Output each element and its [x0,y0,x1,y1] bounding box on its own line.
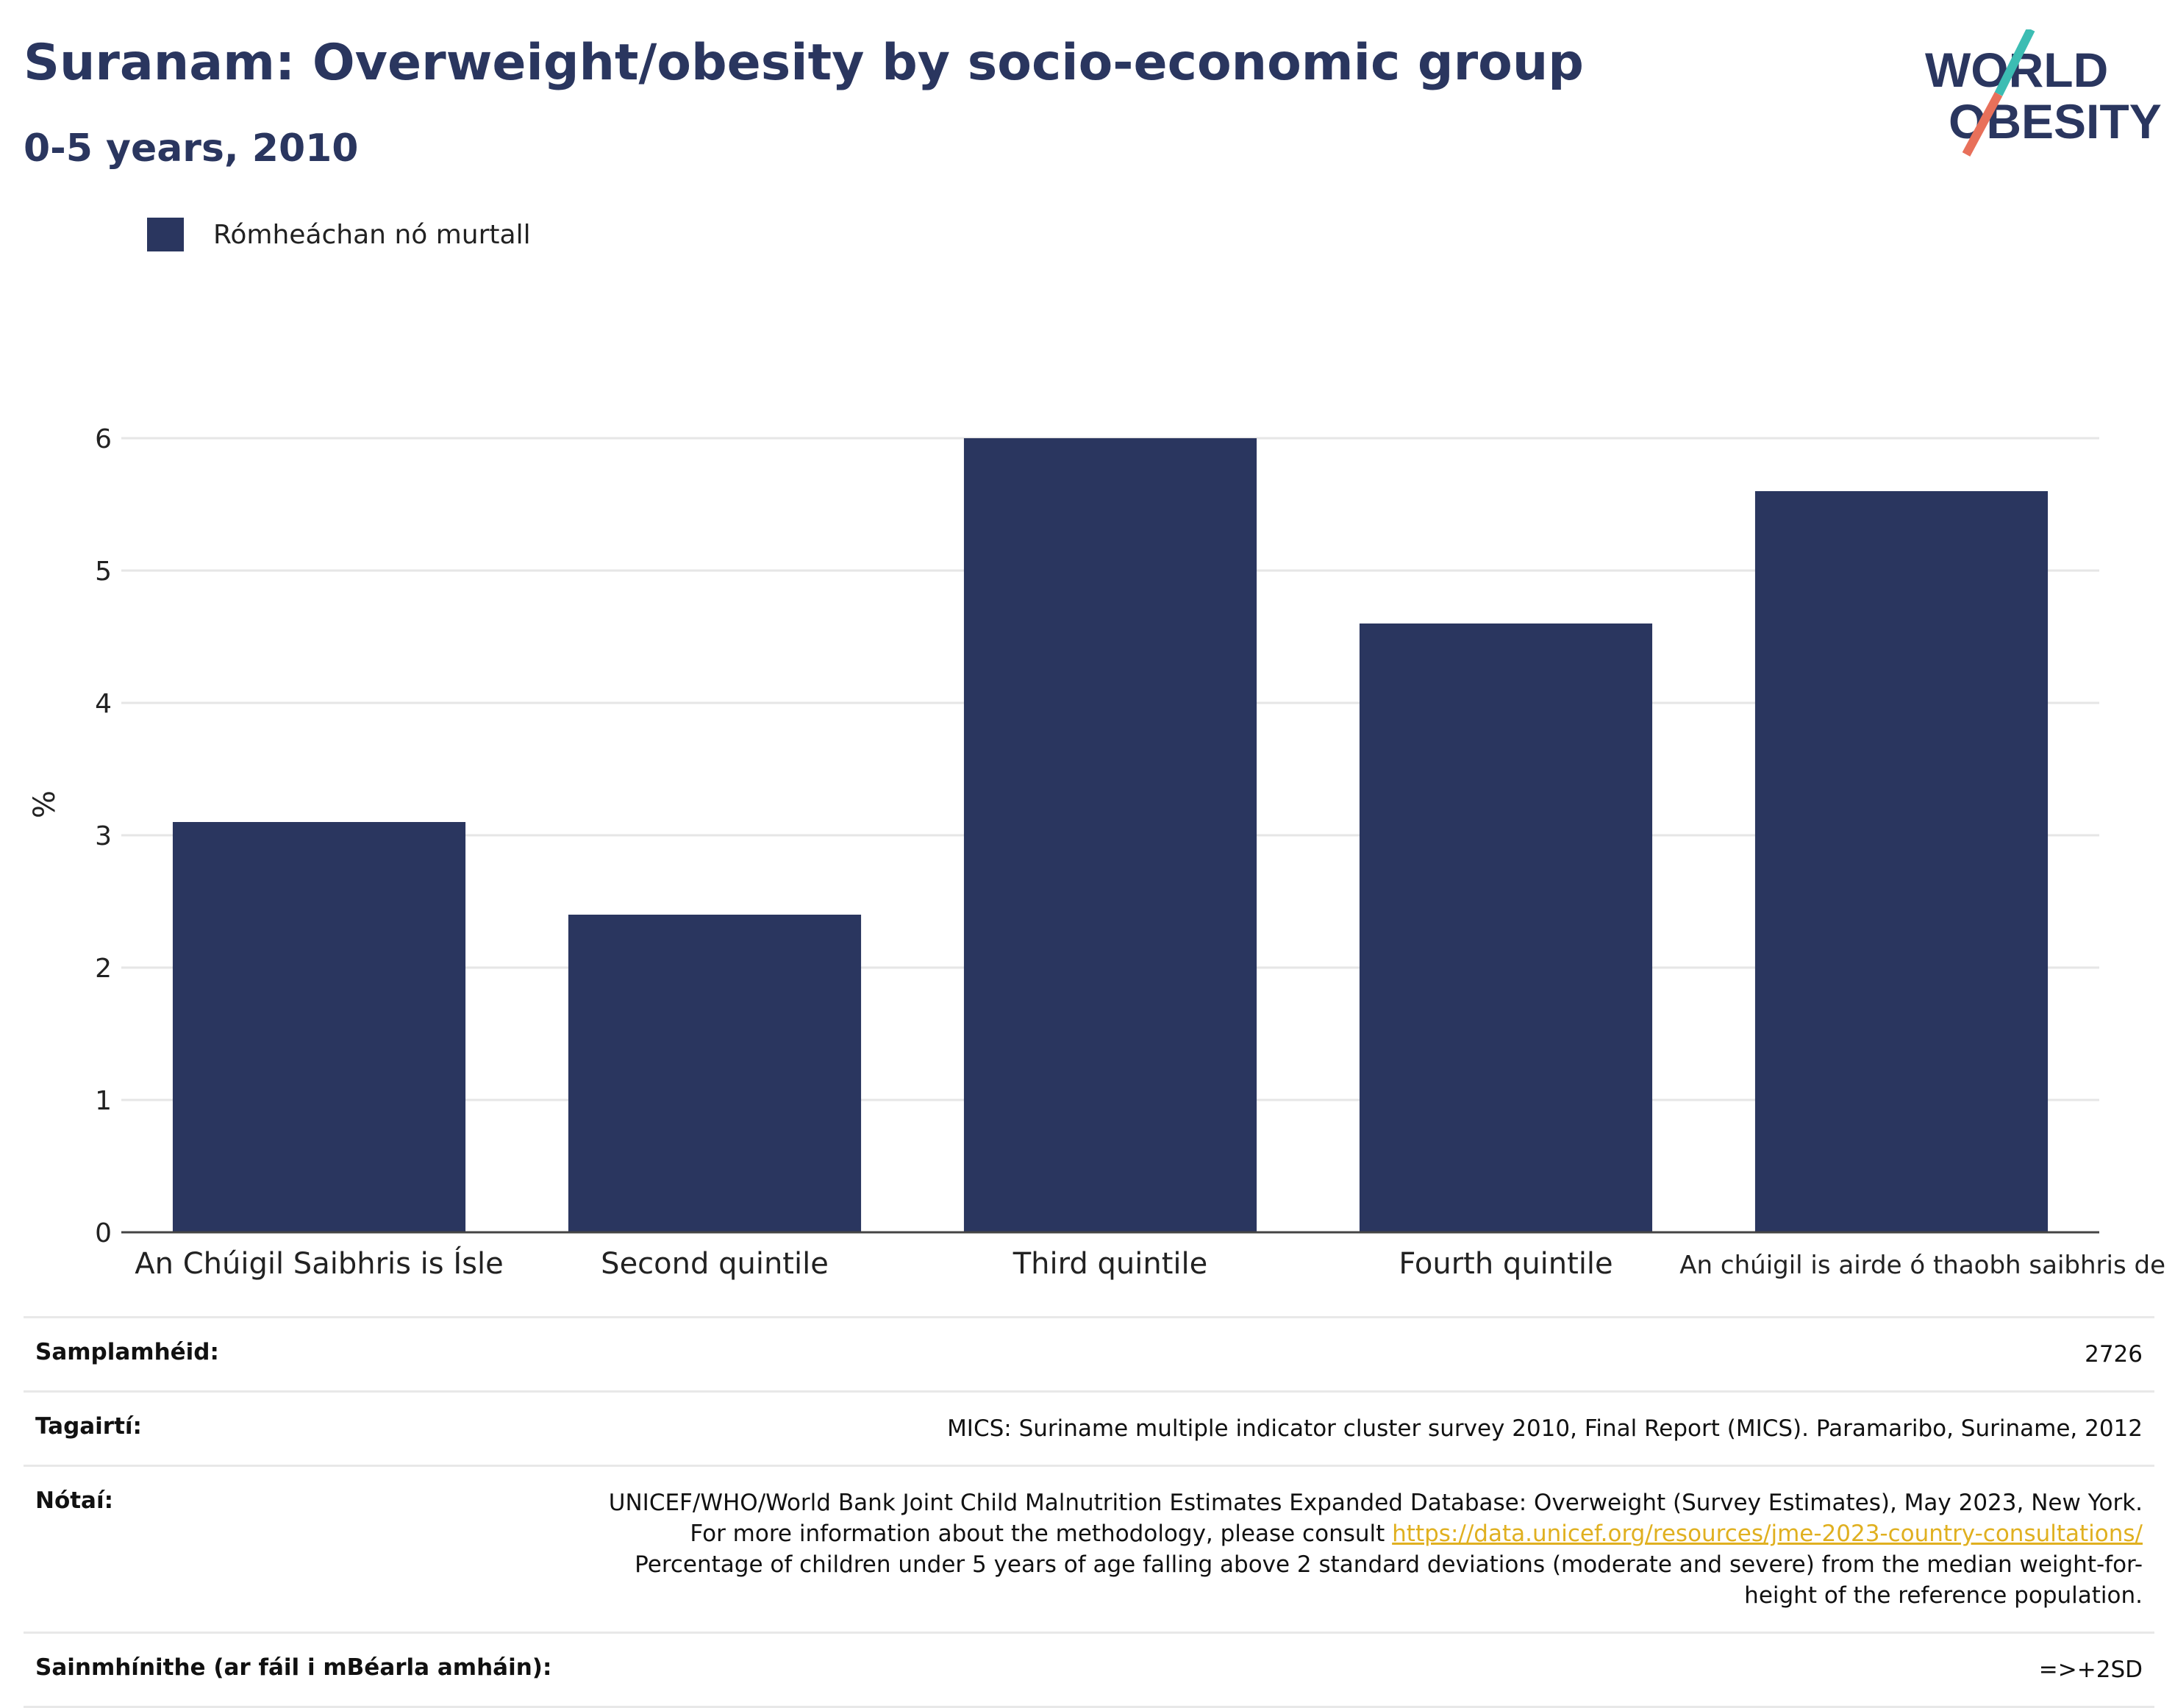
world-obesity-logo: WORLD OBESITY [1925,29,2162,157]
y-tick-label: 2 [95,954,112,984]
bar[interactable] [568,915,862,1232]
x-tick-label: An Chúigil Saibhris is Ísle [135,1246,503,1281]
logo-slash-coral [1962,92,2003,157]
sample-label: Samplamhéid: [35,1339,219,1365]
x-tick-label: An chúigil is airde ó thaobh saibhris de [1679,1251,2165,1280]
chart-legend: Rómheáchan nó murtall [147,218,531,251]
references-label: Tagairtí: [35,1413,142,1440]
y-tick-label: 6 [95,424,112,454]
y-tick-label: 1 [95,1086,112,1116]
notes-text-2: Percentage of children under 5 years of … [635,1551,2143,1609]
logo-slash-teal [1994,29,2035,96]
definitions-row: Sainmhínithe (ar fáil i mBéarla amháin):… [24,1632,2154,1708]
bar[interactable] [1754,491,2049,1232]
references-row: Tagairtí: MICS: Suriname multiple indica… [24,1390,2154,1465]
legend-label: Rómheáchan nó murtall [213,219,531,250]
bar[interactable] [1359,623,1653,1232]
x-tick-label: Third quintile [1013,1247,1207,1281]
notes-label: Nótaí: [35,1487,114,1514]
references-value: MICS: Suriname multiple indicator cluste… [947,1415,2143,1442]
sample-value: 2726 [2085,1341,2143,1368]
x-tick-label: Fourth quintile [1399,1247,1613,1281]
bar[interactable] [963,438,1257,1232]
metadata-table: Samplamhéid: 2726 Tagairtí: MICS: Surina… [24,1316,2154,1708]
y-tick-label: 3 [95,821,112,851]
bar[interactable] [172,822,466,1232]
y-axis-label: % [28,790,62,818]
sample-row: Samplamhéid: 2726 [24,1316,2154,1390]
legend-swatch [147,218,184,251]
notes-link[interactable]: https://data.unicef.org/resources/jme-20… [1392,1521,2143,1547]
bar-chart: 0 1 2 3 4 5 6 An Chúigil Saibhris is Ísle Secon… [28,424,2165,1281]
y-tick-label: 0 [95,1218,112,1248]
definitions-label: Sainmhínithe (ar fáil i mBéarla amháin): [35,1654,552,1681]
x-tick-label: Second quintile [601,1247,829,1281]
y-tick-label: 4 [95,689,112,719]
notes-text-1: UNICEF/WHO/World Bank Joint Child Malnut… [608,1490,2143,1547]
chart-subtitle: 0-5 years, 2010 [24,126,359,171]
y-tick-label: 5 [95,557,112,587]
chart-title: Suranam: Overweight/obesity by socio-eco… [24,34,1584,92]
notes-value: UNICEF/WHO/World Bank Joint Child Malnut… [599,1487,2143,1611]
notes-row: Nótaí: UNICEF/WHO/World Bank Joint Child… [24,1465,2154,1632]
definitions-value: =>+2SD [2038,1657,2143,1683]
